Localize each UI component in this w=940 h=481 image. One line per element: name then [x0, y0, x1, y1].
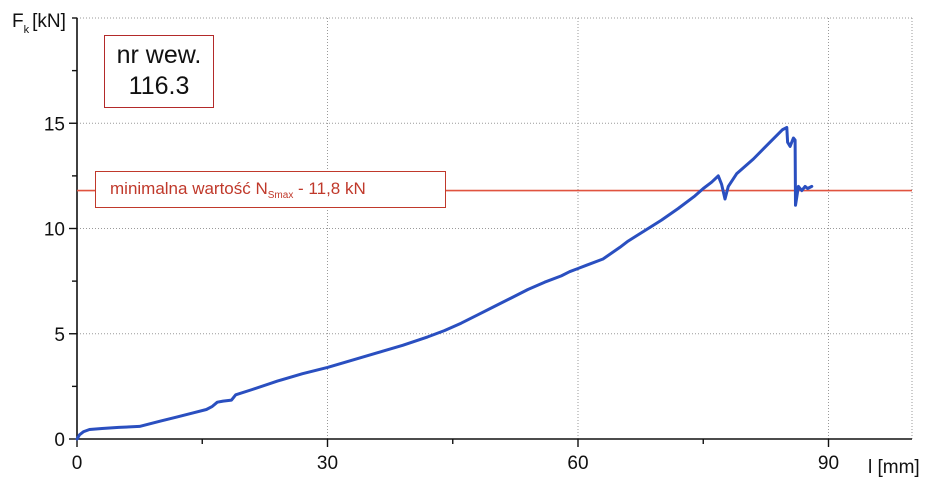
- x-tick-label: 60: [567, 453, 588, 474]
- y-tick-label: 10: [44, 220, 65, 241]
- y-tick-label: 15: [44, 114, 65, 135]
- y-axis-label-unit: [kN]: [32, 11, 66, 32]
- tick-labels: 0 30 60 90 0 5 10 15: [44, 114, 839, 474]
- reference-line-label: minimalna wartość NSmax - 11,8 kN: [95, 171, 446, 208]
- sample-id-box: nr wew. 116.3: [104, 35, 214, 108]
- reference-label-suffix: - 11,8 kN: [293, 179, 366, 198]
- reference-label-prefix: minimalna wartość N: [110, 179, 268, 198]
- y-tick-label: 0: [54, 430, 65, 451]
- reference-label-sub: Smax: [267, 190, 294, 201]
- y-tick-label: 5: [54, 325, 65, 346]
- x-tick-label: 0: [72, 453, 83, 474]
- series: [75, 126, 814, 441]
- y-axis-label: Fk [kN]: [12, 11, 66, 36]
- x-tick-label: 30: [317, 453, 338, 474]
- sample-id-line2: 116.3: [128, 72, 190, 100]
- y-axis-label-main: F: [12, 11, 24, 32]
- x-axis-label: l [mm]: [868, 457, 920, 478]
- grid: [77, 17, 913, 439]
- y-axis-label-sub: k: [24, 24, 30, 36]
- x-tick-label: 90: [818, 453, 839, 474]
- series-line: [75, 126, 814, 441]
- sample-id-line1: nr wew.: [116, 41, 202, 69]
